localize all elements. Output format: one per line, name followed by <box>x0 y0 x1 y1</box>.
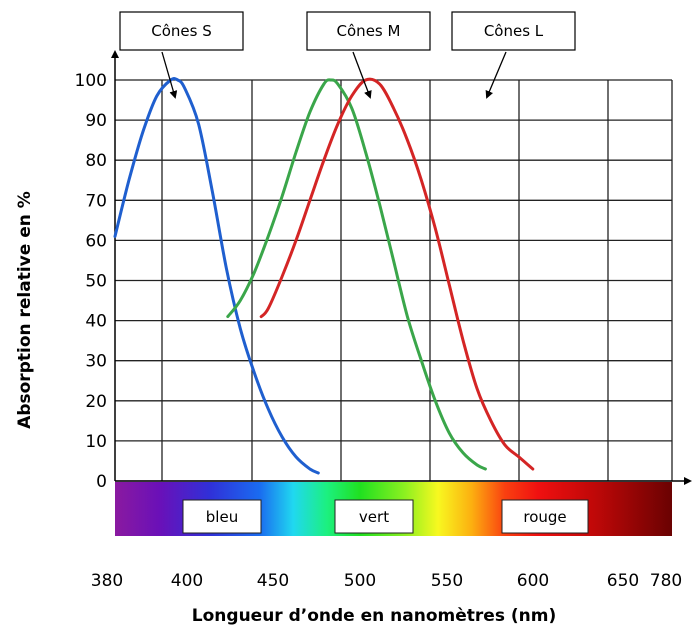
callout-box <box>306 11 431 51</box>
y-axis-title: Absorption relative en % <box>15 191 35 429</box>
x-tick-label: 380 <box>91 571 123 591</box>
x-tick-label: 400 <box>171 571 203 591</box>
series-line-c-nes-s <box>113 76 320 475</box>
y-tick-label: 0 <box>96 472 107 492</box>
callout-arrow <box>485 51 507 99</box>
spectrum-labels: bleu vert rouge <box>182 499 589 534</box>
y-tick-label: 10 <box>85 432 107 452</box>
callouts: Cônes S Cônes M Cônes L <box>119 11 576 99</box>
x-tick-label: 780 <box>650 571 682 591</box>
y-tick-label: 70 <box>85 191 107 211</box>
axes <box>111 50 692 485</box>
spectrum-label: vert <box>359 508 389 526</box>
series-lines <box>113 76 535 475</box>
y-tick-label: 60 <box>85 231 107 251</box>
tick-labels: 0 10 20 30 40 50 60 70 80 90 100 380 400 450 500 550 600… <box>75 71 683 591</box>
series-line-c-nes-m <box>226 78 487 471</box>
callout-arrow <box>161 51 178 99</box>
series-line-c-nes-l <box>259 77 535 471</box>
spectrum-label: bleu <box>206 508 238 526</box>
spectrum-label: rouge <box>523 508 566 526</box>
spectrum-label-box <box>334 499 414 534</box>
x-tick-label: 450 <box>257 571 289 591</box>
y-tick-label: 80 <box>85 151 107 171</box>
callout-box <box>451 11 576 51</box>
spectrum-label-box <box>501 499 589 534</box>
x-tick-label: 500 <box>344 571 376 591</box>
y-tick-label: 50 <box>85 272 107 292</box>
callout-label: Cônes L <box>484 22 544 40</box>
grid-lines <box>115 79 673 482</box>
x-tick-label: 650 <box>607 571 639 591</box>
y-tick-label: 100 <box>75 71 107 91</box>
y-tick-label: 20 <box>85 392 107 412</box>
x-tick-label: 550 <box>431 571 463 591</box>
x-tick-label: 600 <box>517 571 549 591</box>
x-axis-title: Longueur d’onde en nanomètres (nm) <box>192 606 556 626</box>
callout-arrow <box>352 51 372 99</box>
callout-label: Cônes M <box>337 22 401 40</box>
callout-box <box>119 11 244 51</box>
y-tick-label: 40 <box>85 312 107 332</box>
y-tick-label: 90 <box>85 111 107 131</box>
callout-label: Cônes S <box>151 22 212 40</box>
spectrum-label-box <box>182 499 262 534</box>
y-tick-label: 30 <box>85 352 107 372</box>
